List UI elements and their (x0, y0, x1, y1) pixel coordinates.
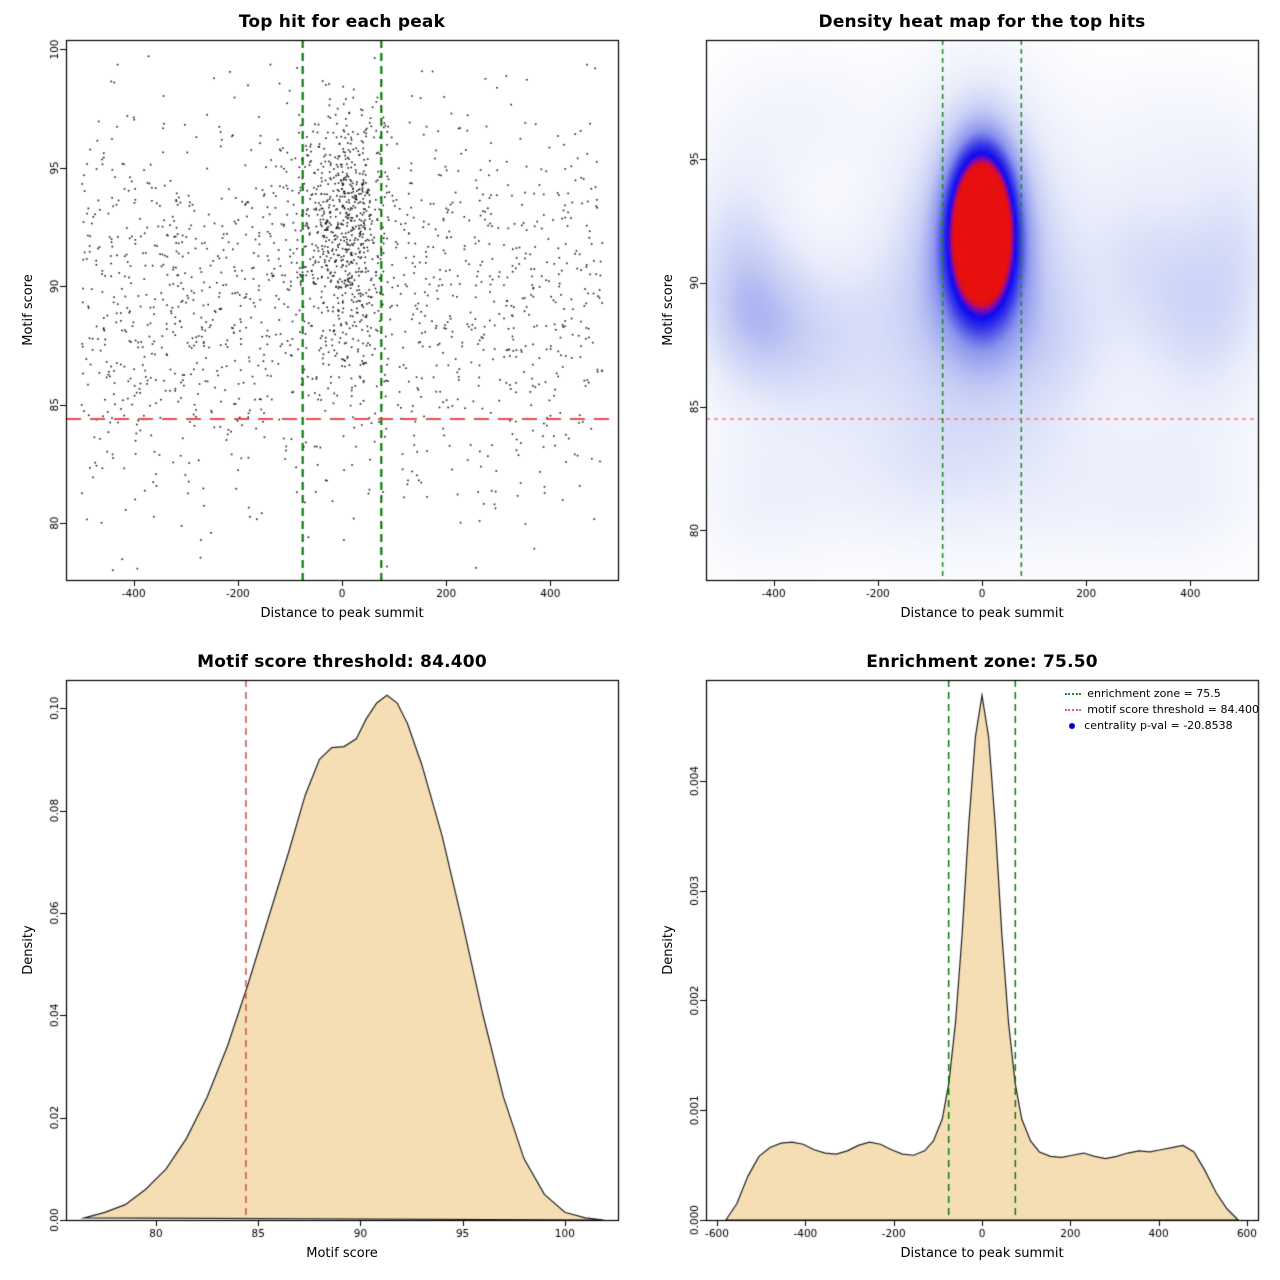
heatmap-canvas (640, 0, 1280, 640)
panel-density-heatmap: Density heat map for the top hits Distan… (640, 0, 1280, 640)
density-plot-canvas (640, 640, 1280, 1280)
y-axis-label: Density (661, 925, 676, 975)
y-axis-label: Motif score (21, 274, 36, 346)
dotted-line-icon (1065, 693, 1082, 695)
dotted-line-icon (1065, 709, 1082, 711)
panel-title: Top hit for each peak (238, 12, 446, 32)
y-axis-label: Motif score (661, 274, 676, 346)
panel-motif-score-density: Motif score threshold: 84.400 Motif scor… (0, 640, 640, 1280)
legend-item-motif-threshold: motif score threshold = 84.400 (1065, 702, 1259, 718)
panel-title: Enrichment zone: 75.50 (866, 652, 1098, 672)
legend-label: enrichment zone = 75.5 (1087, 687, 1221, 700)
panel-title: Density heat map for the top hits (818, 12, 1146, 32)
density-plot-canvas (0, 640, 640, 1280)
x-axis-label: Motif score (306, 1246, 378, 1261)
y-axis-label: Density (21, 925, 36, 975)
legend-item-enrichment-zone: enrichment zone = 75.5 (1065, 686, 1259, 702)
panel-enrichment-zone-density: Enrichment zone: 75.50 Distance to peak … (640, 640, 1280, 1280)
panel-top-hits-scatter: Top hit for each peak Distance to peak s… (0, 0, 640, 640)
panel-title: Motif score threshold: 84.400 (197, 652, 487, 672)
legend-item-centrality-pval: centrality p-val = -20.8538 (1065, 718, 1259, 734)
scatter-plot-canvas (0, 0, 640, 640)
plot-legend: enrichment zone = 75.5 motif score thres… (1065, 686, 1259, 734)
dot-icon (1069, 723, 1076, 729)
x-axis-label: Distance to peak summit (900, 606, 1064, 621)
legend-label: centrality p-val = -20.8538 (1084, 719, 1233, 732)
x-axis-label: Distance to peak summit (260, 606, 424, 621)
x-axis-label: Distance to peak summit (900, 1246, 1064, 1261)
legend-label: motif score threshold = 84.400 (1087, 703, 1259, 716)
